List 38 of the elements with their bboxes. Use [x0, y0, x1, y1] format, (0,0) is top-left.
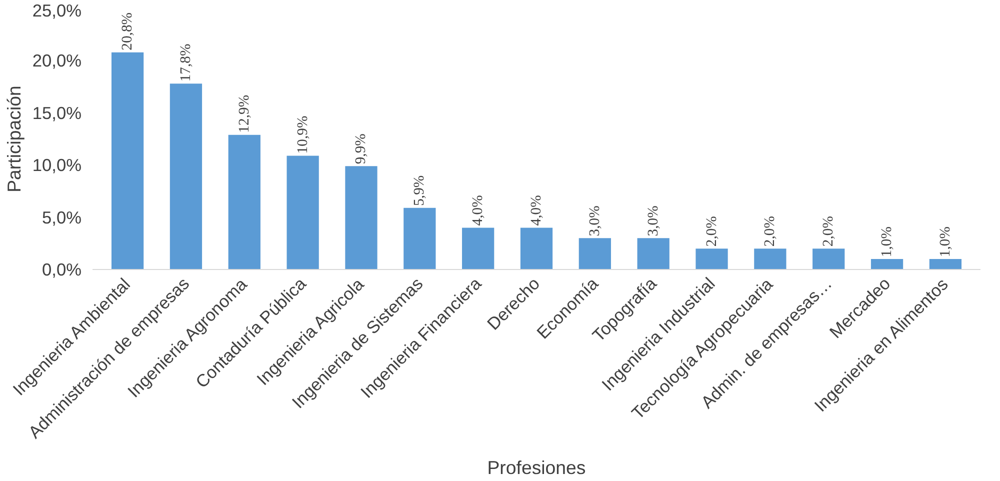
bar — [520, 228, 553, 270]
bar — [462, 228, 494, 270]
y-tick-label: 25,0% — [32, 0, 82, 20]
data-label: 17,8% — [178, 44, 194, 82]
data-label: 10,9% — [294, 116, 311, 154]
bar — [345, 166, 378, 270]
data-label: 1,0% — [937, 226, 954, 258]
x-axis-title: Profesiones — [487, 457, 586, 478]
data-label: 20,8% — [120, 12, 136, 50]
y-tick-label: 15,0% — [32, 102, 82, 123]
bar — [286, 156, 319, 270]
bar — [870, 259, 904, 270]
data-label: 2,0% — [704, 216, 720, 247]
data-label: 2,0% — [762, 216, 778, 247]
y-tick-label: 5,0% — [42, 207, 82, 228]
data-label: 4,0% — [528, 195, 544, 226]
y-tick-label: 0,0% — [42, 260, 82, 280]
data-label: 3,0% — [645, 206, 662, 236]
data-label: 1,0% — [879, 226, 896, 258]
data-label: 2,0% — [820, 216, 837, 247]
bar — [228, 134, 260, 270]
data-label: 5,9% — [412, 175, 428, 206]
data-label: 4,0% — [470, 195, 486, 226]
data-label: 3,0% — [586, 206, 603, 236]
bar — [754, 248, 786, 270]
bar — [170, 84, 202, 270]
data-label: 9,9% — [353, 134, 370, 164]
data-label: 12,9% — [236, 94, 252, 133]
y-tick-label: 10,0% — [32, 155, 82, 176]
bar — [696, 248, 728, 270]
bar — [404, 208, 436, 270]
bar — [812, 248, 845, 270]
bar — [637, 238, 670, 270]
bar — [929, 259, 962, 270]
y-axis-title: Participación — [3, 86, 24, 192]
bar — [111, 52, 144, 270]
bar — [578, 238, 611, 270]
y-tick-label: 20,0% — [32, 50, 82, 71]
